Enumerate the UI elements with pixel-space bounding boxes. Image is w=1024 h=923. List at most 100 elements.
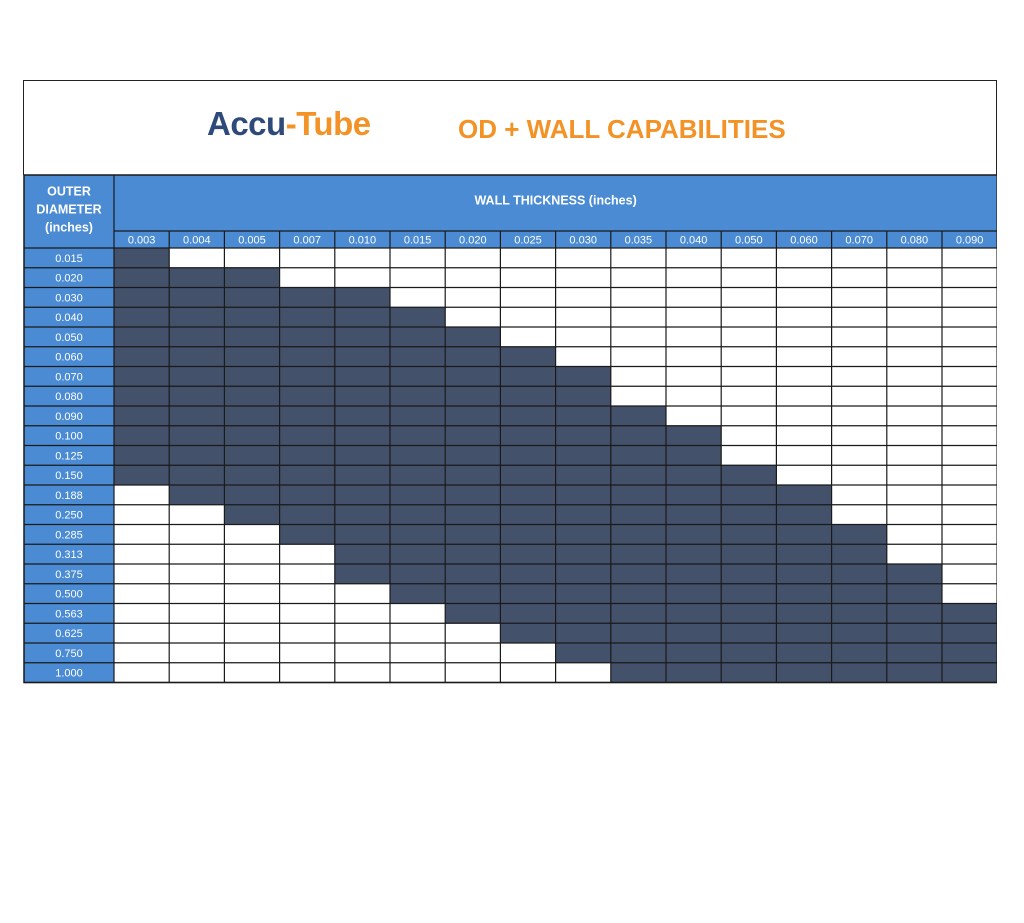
capable-cell	[169, 267, 225, 288]
empty-cell	[776, 425, 832, 446]
empty-cell	[500, 662, 556, 683]
empty-cell	[831, 287, 887, 308]
capable-cell	[445, 485, 501, 505]
capable-cell	[445, 425, 501, 446]
capable-cell	[610, 524, 666, 545]
empty-cell	[776, 445, 832, 466]
capable-cell	[224, 485, 280, 505]
od-row-label: 0.285	[55, 529, 83, 541]
capable-cell	[445, 524, 501, 545]
capable-cell	[114, 406, 170, 426]
empty-cell	[886, 406, 942, 426]
empty-cell	[831, 425, 887, 446]
capable-cell	[610, 465, 666, 485]
empty-cell	[500, 248, 556, 268]
empty-cell	[886, 524, 942, 545]
empty-cell	[666, 406, 722, 426]
empty-cell	[224, 544, 280, 564]
capable-cell	[224, 406, 280, 426]
capable-cell	[390, 327, 446, 347]
od-header-label: DIAMETER	[36, 202, 101, 216]
od-header-label: OUTER	[47, 184, 91, 198]
empty-cell	[224, 564, 280, 584]
capable-cell	[279, 386, 335, 406]
empty-cell	[445, 307, 501, 327]
empty-cell	[886, 248, 942, 268]
capabilities-chart: Accu-Tube OD + WALL CAPABILITIES OUTER DI…	[23, 80, 997, 686]
capable-cell	[500, 544, 556, 564]
empty-cell	[831, 267, 887, 288]
empty-cell	[169, 248, 225, 268]
empty-cell	[390, 623, 446, 643]
capable-cell	[831, 524, 887, 545]
chart-header: Accu-Tube OD + WALL CAPABILITIES	[23, 80, 997, 175]
capable-cell	[776, 564, 832, 584]
empty-cell	[776, 386, 832, 406]
capable-cell	[776, 544, 832, 564]
empty-cell	[831, 406, 887, 426]
wall-tick-label: 0.020	[459, 234, 487, 246]
capable-cell	[334, 386, 390, 406]
empty-cell	[721, 425, 777, 446]
capable-cell	[114, 307, 170, 327]
capable-cell	[555, 425, 611, 446]
capable-cell	[666, 564, 722, 584]
empty-cell	[334, 662, 390, 683]
od-row-label: 0.050	[55, 332, 83, 344]
od-row-label: 0.375	[55, 569, 83, 581]
capable-cell	[114, 465, 170, 485]
capable-cell	[334, 445, 390, 466]
od-row-label: 0.313	[55, 549, 83, 561]
od-header-column	[24, 175, 114, 683]
empty-cell	[776, 465, 832, 485]
empty-cell	[942, 287, 997, 308]
capable-cell	[831, 623, 887, 643]
empty-cell	[721, 287, 777, 308]
empty-cell	[886, 346, 942, 367]
empty-cell	[721, 406, 777, 426]
capable-cell	[114, 327, 170, 347]
capable-cell	[721, 524, 777, 545]
empty-cell	[555, 267, 611, 288]
capable-cell	[721, 662, 777, 683]
capable-cell	[445, 327, 501, 347]
empty-cell	[279, 248, 335, 268]
capable-cell	[390, 564, 446, 584]
capable-cell	[334, 307, 390, 327]
capable-cell	[114, 287, 170, 308]
empty-cell	[114, 485, 170, 505]
empty-cell	[942, 386, 997, 406]
empty-cell	[555, 327, 611, 347]
od-header-label: (inches)	[45, 220, 93, 234]
empty-cell	[500, 643, 556, 663]
empty-cell	[942, 564, 997, 584]
capable-cell	[555, 643, 611, 663]
empty-cell	[942, 346, 997, 367]
wall-tick-label: 0.040	[680, 234, 708, 246]
wall-thickness-header: WALL THICKNESS (inches)	[474, 193, 636, 207]
wall-tick-label: 0.003	[128, 234, 156, 246]
capable-cell	[610, 564, 666, 584]
od-row-label: 0.040	[55, 312, 83, 324]
empty-cell	[390, 287, 446, 308]
capable-cell	[390, 544, 446, 564]
capable-cell	[942, 662, 997, 683]
od-row-label: 0.625	[55, 628, 83, 640]
capable-cell	[169, 327, 225, 347]
capable-cell	[390, 465, 446, 485]
capable-cell	[666, 425, 722, 446]
capable-cell	[721, 564, 777, 584]
empty-cell	[500, 287, 556, 308]
empty-cell	[279, 583, 335, 604]
empty-cell	[390, 603, 446, 624]
capable-cell	[224, 445, 280, 466]
empty-cell	[610, 327, 666, 347]
capable-cell	[279, 504, 335, 525]
capable-cell	[721, 485, 777, 505]
wall-tick-label: 0.007	[293, 234, 321, 246]
empty-cell	[886, 287, 942, 308]
capable-cell	[555, 564, 611, 584]
capable-cell	[224, 327, 280, 347]
empty-cell	[831, 346, 887, 367]
capable-cell	[500, 445, 556, 466]
